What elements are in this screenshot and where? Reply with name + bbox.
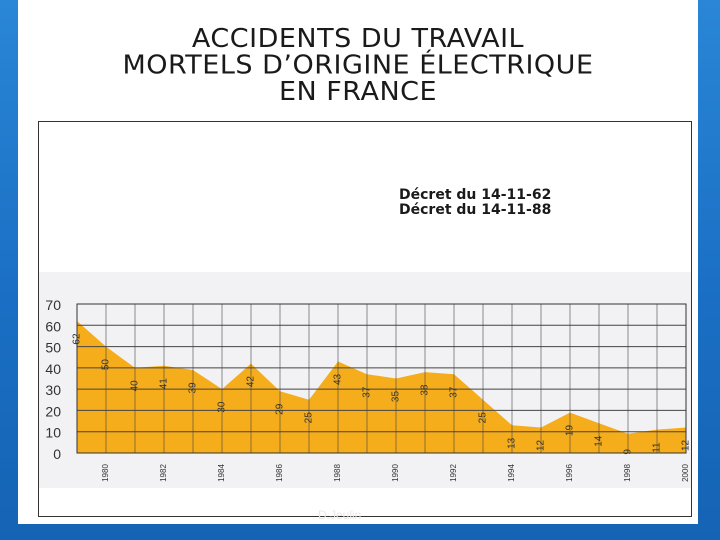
data-label-1992: 37 xyxy=(449,386,460,398)
data-label-1995: 12 xyxy=(536,439,547,451)
y-tick-label-40: 40 xyxy=(45,361,61,377)
y-tick-label-70: 70 xyxy=(45,297,61,313)
data-label-1987: 25 xyxy=(304,412,315,424)
x-tick-label-1998: 1998 xyxy=(623,464,632,482)
data-label-1983: 39 xyxy=(188,382,199,394)
x-tick-label-1994: 1994 xyxy=(507,464,516,482)
data-label-1996: 19 xyxy=(565,425,576,437)
data-label-1982: 41 xyxy=(159,378,170,390)
x-tick-label-1990: 1990 xyxy=(391,464,400,482)
data-label-1979: 62 xyxy=(72,333,83,345)
decree-notes: Décret du 14-11-62 Décret du 14-11-88 xyxy=(399,188,551,218)
data-label-1980: 50 xyxy=(101,359,112,371)
x-tick-label-1992: 1992 xyxy=(449,464,458,482)
y-tick-label-0: 0 xyxy=(53,446,61,462)
area-chart: 0 10 20 30 40 50 60 70 62 50 40 41 39 30 42 29 25 43 37 35 3… xyxy=(39,272,691,488)
x-tick-label-1984: 1984 xyxy=(217,464,226,482)
chart-frame: Décret du 14-11-62 Décret du 14-11-88 0 1… xyxy=(38,121,692,517)
plot-border xyxy=(76,303,687,454)
y-tick-label-20: 20 xyxy=(45,403,61,419)
data-label-1990: 35 xyxy=(391,391,402,403)
y-tick-label-60: 60 xyxy=(45,318,61,334)
data-label-1999: 11 xyxy=(652,442,663,453)
data-label-1991: 38 xyxy=(420,384,431,396)
footer-author: D.Jeulin xyxy=(318,508,362,522)
decree-1962: Décret du 14-11-62 xyxy=(399,187,552,203)
data-label-1994: 13 xyxy=(507,437,518,449)
x-tick-label-1982: 1982 xyxy=(159,464,168,482)
data-label-1985: 42 xyxy=(246,376,257,388)
x-tick-label-1996: 1996 xyxy=(565,464,574,482)
data-label-1986: 29 xyxy=(275,403,286,415)
data-label-1989: 37 xyxy=(362,386,373,398)
title-line-2: MORTELS D’ORIGINE ÉLECTRIQUE xyxy=(122,50,594,81)
x-tick-label-1986: 1986 xyxy=(275,464,284,482)
slide: ACCIDENTS DU TRAVAIL MORTELS D’ORIGINE É… xyxy=(18,0,698,524)
y-tick-label-30: 30 xyxy=(45,382,61,398)
data-label-1997: 14 xyxy=(594,435,605,447)
slide-title: ACCIDENTS DU TRAVAIL MORTELS D’ORIGINE É… xyxy=(18,26,698,106)
data-label-1993: 25 xyxy=(478,412,489,424)
title-line-1: ACCIDENTS DU TRAVAIL xyxy=(191,24,525,54)
data-label-1981: 40 xyxy=(130,380,141,392)
decree-1988: Décret du 14-11-88 xyxy=(399,202,552,218)
area-series xyxy=(77,321,686,453)
data-label-2000: 12 xyxy=(681,439,691,451)
data-label-1984: 30 xyxy=(217,401,228,413)
data-label-1988: 43 xyxy=(333,373,344,385)
y-tick-label-10: 10 xyxy=(45,425,61,441)
x-tick-label-1988: 1988 xyxy=(333,464,342,482)
x-tick-label-1980: 1980 xyxy=(101,464,110,482)
y-tick-label-50: 50 xyxy=(45,340,61,356)
title-line-3: EN FRANCE xyxy=(278,77,438,107)
data-label-1998: 9 xyxy=(623,449,634,455)
x-tick-label-2000: 2000 xyxy=(681,464,690,482)
